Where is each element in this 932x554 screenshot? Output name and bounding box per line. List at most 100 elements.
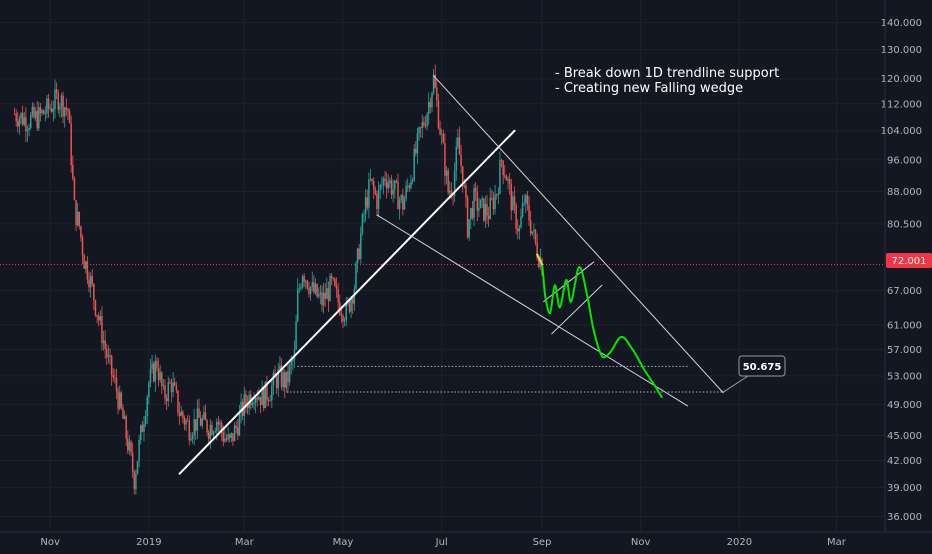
candle-body (358, 248, 360, 259)
candle-body (18, 118, 21, 127)
candle-body (136, 461, 139, 474)
candle-body (173, 382, 176, 386)
candle-body (450, 190, 453, 196)
candle-body (21, 113, 24, 125)
candle-body (342, 315, 344, 322)
candle-body (165, 398, 168, 402)
candle-body (230, 433, 233, 438)
candle-body (340, 314, 343, 316)
candle-body (193, 419, 195, 436)
candle-body (52, 109, 55, 112)
candle-body (266, 381, 268, 400)
candle-body (156, 360, 158, 369)
candle-body (112, 374, 115, 378)
candle-body (128, 441, 131, 451)
drawings-layer[interactable] (0, 75, 885, 475)
candle-body (295, 321, 297, 350)
candle-body (115, 378, 118, 392)
candle-body (489, 197, 491, 219)
candle-body (510, 184, 513, 211)
candle-body (526, 195, 529, 205)
candle-body (478, 208, 480, 211)
candle-body (272, 373, 275, 386)
candle-body (290, 361, 292, 366)
candle-body (182, 411, 184, 419)
candle-body (131, 452, 134, 472)
candle-body (259, 396, 262, 406)
candle-body (491, 197, 493, 199)
candle-body (429, 102, 432, 108)
candle-body (138, 439, 140, 462)
projected-path (536, 253, 663, 399)
candle-body (275, 377, 278, 389)
candle-body (285, 371, 288, 388)
candle-body (17, 121, 19, 127)
candle-body (13, 113, 16, 115)
candle-body (143, 423, 145, 432)
candle-body (282, 372, 284, 388)
candle-body (237, 427, 239, 436)
candle-body (308, 288, 310, 295)
time-tick-label: 2019 (136, 537, 161, 548)
candle-body (515, 205, 517, 229)
price-tick-label: 120.000 (881, 74, 922, 85)
candle-body (416, 133, 419, 154)
candle-body (120, 392, 123, 408)
candle-body (89, 276, 92, 288)
candle-body (183, 418, 186, 425)
candle-body (332, 278, 335, 279)
candle-body (127, 438, 129, 451)
candle-body (271, 385, 273, 401)
candle-body (67, 109, 69, 112)
candle-body (523, 202, 525, 204)
candle-body (505, 176, 508, 181)
candle-body (36, 111, 38, 129)
candle-body (487, 215, 490, 219)
candle-body (397, 182, 399, 210)
candle-body (203, 412, 205, 419)
candle-body (531, 231, 534, 234)
candle-body (319, 292, 322, 295)
candle-body (83, 255, 85, 269)
candle-body (468, 219, 470, 238)
candle-body (195, 419, 197, 431)
candle-body (366, 197, 369, 208)
candle-body (356, 248, 359, 264)
candle-body (34, 111, 37, 118)
projection-start-segment (536, 253, 544, 266)
candle-body (220, 423, 223, 433)
candle-body (449, 190, 451, 193)
candle-body (287, 371, 289, 383)
candle-body (474, 187, 477, 192)
price-tick-label: 96.000 (887, 155, 922, 166)
price-tick-label: 57.000 (887, 345, 922, 356)
candle-body (329, 275, 331, 302)
candle-body (431, 93, 433, 108)
price-tick-label: 104.000 (881, 126, 922, 137)
candle-body (479, 199, 482, 209)
candle-body (169, 382, 171, 384)
levels-layer (286, 365, 724, 393)
price-tick-label: 88.000 (887, 187, 922, 198)
candle-body (149, 369, 152, 384)
candle-body (135, 473, 137, 489)
candle-body (76, 211, 79, 226)
candle-body (470, 208, 472, 220)
candles-layer (13, 64, 543, 495)
grid-layer (0, 0, 885, 532)
candle-body (444, 142, 446, 176)
time-tick-label: Mar (827, 537, 847, 548)
time-tick-label: Mar (235, 537, 255, 548)
price-tick-label: 140.000 (881, 18, 922, 29)
candle-body (73, 178, 76, 201)
candle-body (361, 214, 364, 234)
candle-body (427, 102, 430, 115)
candle-body (243, 394, 246, 416)
candle-body (453, 171, 456, 196)
candle-body (148, 383, 150, 398)
current-price-tag: 72.001 (886, 253, 932, 268)
candle-body (254, 397, 257, 403)
candle-body (258, 396, 260, 400)
